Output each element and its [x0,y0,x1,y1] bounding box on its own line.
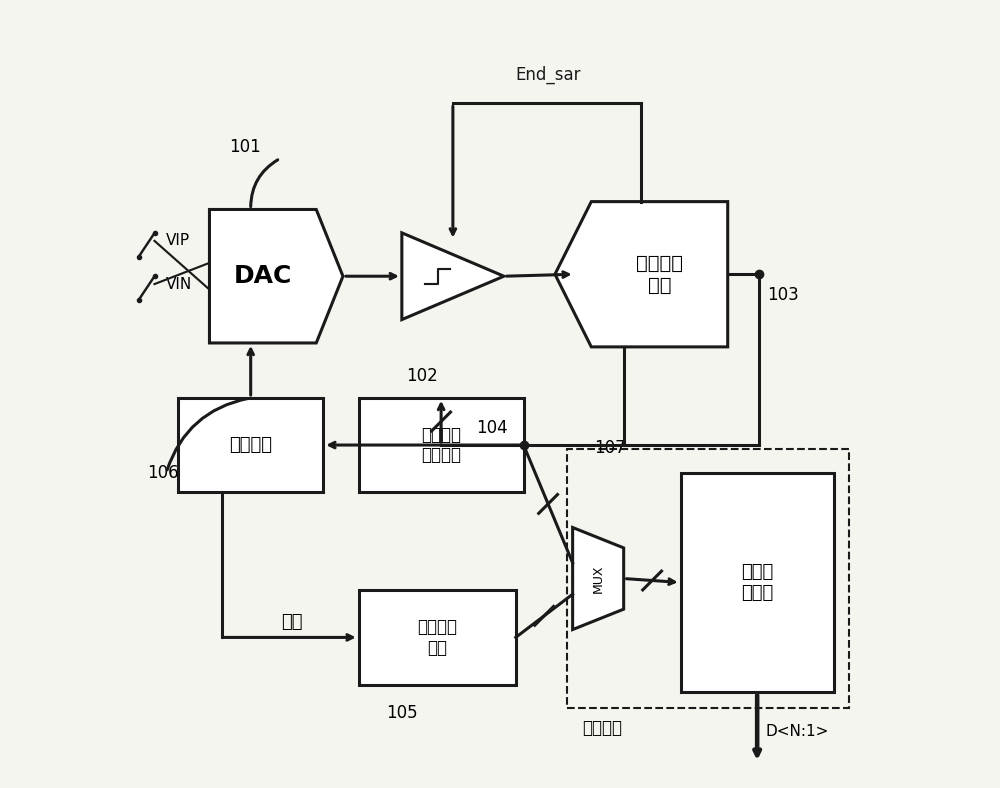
Bar [567,449,849,708]
Polygon shape [209,210,343,343]
Text: 102: 102 [406,366,438,385]
Bar [681,473,834,693]
Text: 切换控制: 切换控制 [229,436,272,454]
Text: 104: 104 [476,419,508,437]
Text: VIP: VIP [166,233,190,248]
Text: End_sar: End_sar [516,65,581,84]
Text: VIN: VIN [166,277,193,292]
Text: 107: 107 [594,439,626,457]
Text: 103: 103 [767,286,799,304]
Text: 码字重组: 码字重组 [582,719,622,737]
Text: 二进制码
产生模块: 二进制码 产生模块 [421,426,461,464]
Text: 105: 105 [386,704,418,722]
Text: D<N:1>: D<N:1> [765,724,828,739]
Text: 101: 101 [229,138,261,156]
Text: 码字重
组模块: 码字重 组模块 [741,563,773,602]
Text: MUX: MUX [592,564,605,593]
Text: 加载: 加载 [281,613,303,630]
Text: DAC: DAC [234,264,292,288]
Bar [359,398,524,492]
Polygon shape [573,527,624,630]
Text: 预测码字
模块: 预测码字 模块 [417,618,457,657]
Text: 预测判断
模块: 预测判断 模块 [636,254,683,295]
Polygon shape [555,202,728,347]
Polygon shape [402,232,504,320]
Bar [359,590,516,685]
Bar [178,398,323,492]
Text: 106: 106 [147,463,178,481]
